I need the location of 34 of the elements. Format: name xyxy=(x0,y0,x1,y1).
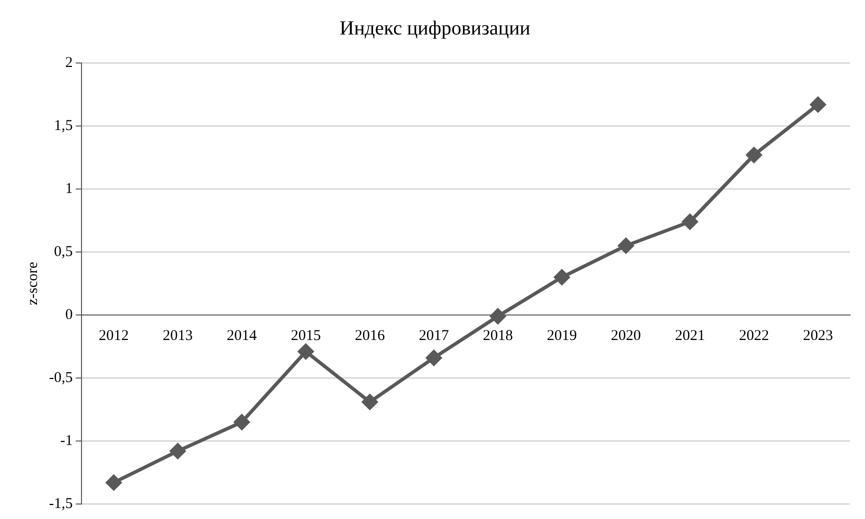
x-tick-label: 2013 xyxy=(162,328,193,344)
point xyxy=(426,350,442,366)
point xyxy=(106,474,122,490)
point xyxy=(170,443,186,459)
y-tick-label: -1,5 xyxy=(48,496,73,512)
x-tick-label: 2020 xyxy=(610,328,641,344)
x-tick-label: 2022 xyxy=(738,328,769,344)
point xyxy=(618,238,634,254)
x-tick-label: 2018 xyxy=(482,328,513,344)
point xyxy=(362,394,378,410)
point xyxy=(682,214,698,230)
x-tick-label: 2015 xyxy=(290,328,321,344)
y-tick-label: 0,5 xyxy=(54,244,73,260)
y-tick-label: 2 xyxy=(65,54,73,71)
x-tick-label: 2016 xyxy=(354,328,386,344)
point xyxy=(490,308,506,324)
y-tick-label: 1,5 xyxy=(54,118,73,134)
y-tick-label: 1 xyxy=(65,180,73,197)
y-tick-label: -0,5 xyxy=(48,370,73,386)
point xyxy=(298,344,314,360)
x-tick-label: 2023 xyxy=(802,328,833,344)
y-tick-label: 0 xyxy=(65,306,73,323)
x-tick-label: 2012 xyxy=(98,328,129,344)
point xyxy=(554,269,570,285)
point xyxy=(746,147,762,163)
y-axis-title: z-score xyxy=(24,262,41,306)
y-tick-label: -1 xyxy=(60,432,73,449)
chart-title: Индекс цифровизации xyxy=(340,17,531,40)
x-tick-label: 2014 xyxy=(226,328,258,344)
x-tick-label: 2017 xyxy=(418,328,450,344)
point xyxy=(234,414,250,430)
x-tick-label: 2019 xyxy=(546,328,577,344)
x-tick-label: 2021 xyxy=(674,328,705,344)
point xyxy=(810,96,826,112)
